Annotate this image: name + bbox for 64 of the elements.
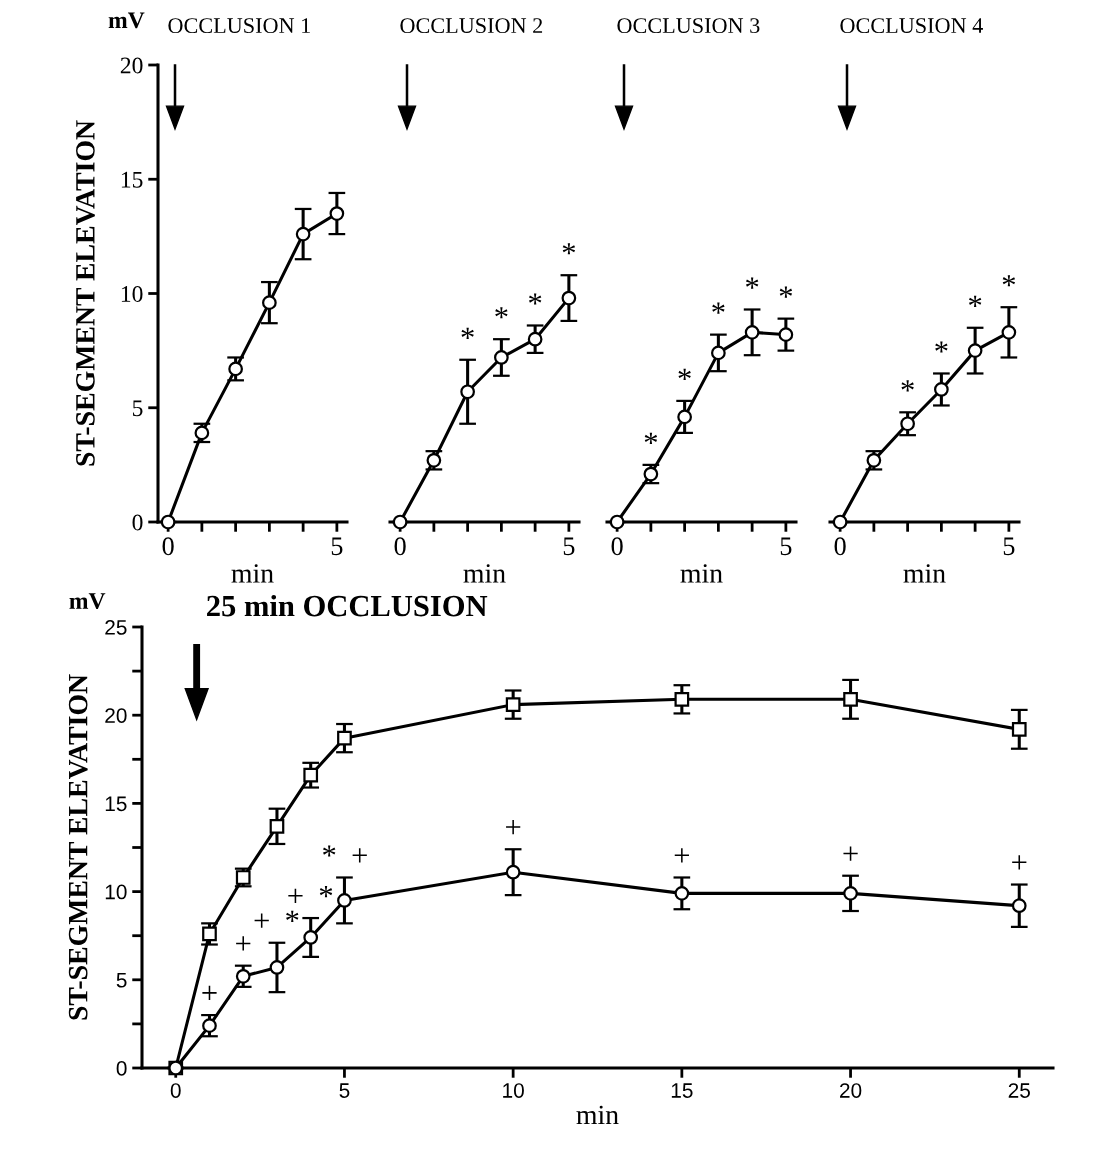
x-axis-title: min <box>463 564 506 583</box>
text: mV <box>108 12 145 29</box>
y-tick-label: 0 <box>116 1061 127 1076</box>
y-tick-label: 5 <box>116 973 127 988</box>
x-tick-label: 20 <box>840 1083 862 1098</box>
x-tick-label: 5 <box>339 1083 350 1098</box>
y-tick-label: 15 <box>105 796 127 812</box>
y-tick-label: 20 <box>120 57 143 74</box>
annotation: * <box>1002 275 1016 287</box>
annotation: + <box>674 848 689 863</box>
x-tick-label: 25 <box>1008 1083 1030 1098</box>
annotation: * <box>461 327 474 339</box>
y-tick-label: 20 <box>105 708 127 723</box>
chart-title: OCCLUSION 1 <box>168 18 310 34</box>
y-tick-label: 10 <box>105 884 127 900</box>
annotation: * <box>968 295 982 307</box>
y-tick-label: 25 <box>105 620 127 635</box>
annotation: * <box>935 341 948 353</box>
annotation: + <box>236 936 251 951</box>
y-tick-label: 5 <box>132 400 143 417</box>
x-axis-title: min <box>231 564 274 583</box>
x-tick-label: 0 <box>170 1083 181 1098</box>
x-tick-label: 10 <box>503 1083 524 1098</box>
chart-title: 25 min OCCLUSION <box>207 594 488 617</box>
x-tick-label: 5 <box>331 537 343 556</box>
x-axis-title: min <box>903 564 946 583</box>
annotation: * <box>495 307 508 319</box>
chart-title: OCCLUSION 3 <box>617 18 760 34</box>
annotation: * <box>286 910 299 922</box>
annotation: * <box>745 277 759 289</box>
x-tick-label: 0 <box>611 537 623 556</box>
x-tick-label: 5 <box>563 537 575 556</box>
y-tick-label: 15 <box>121 171 143 188</box>
annotation: + <box>506 819 521 835</box>
annotation: * <box>562 243 576 255</box>
annotation: * <box>779 286 793 298</box>
annotation: * <box>319 885 333 898</box>
annotation: + <box>202 985 217 1000</box>
annotation: * <box>901 380 914 392</box>
chart-title: OCCLUSION 2 <box>400 18 543 34</box>
annotation: * <box>644 432 658 445</box>
x-tick-label: 15 <box>671 1083 693 1098</box>
annotation: + <box>843 846 858 861</box>
annotation: + <box>254 913 269 928</box>
annotation: + <box>288 888 303 903</box>
x-tick-label: 5 <box>780 537 792 556</box>
y-tick-label: 0 <box>132 514 143 531</box>
x-axis-title: min <box>576 1105 619 1125</box>
x-tick-label: 5 <box>1003 537 1015 556</box>
annotation: * <box>712 302 725 314</box>
y-axis-title: ST-SEGMENT ELEVATION <box>76 120 95 466</box>
y-axis-title: ST-SEGMENT ELEVATION <box>68 674 88 1020</box>
x-tick-label: 0 <box>834 537 846 556</box>
y-tick-label: 10 <box>121 285 143 302</box>
text: mV <box>69 593 106 610</box>
annotation: * <box>678 368 691 381</box>
chart-title: OCCLUSION 4 <box>840 18 983 34</box>
x-axis-title: min <box>680 564 723 583</box>
annotation: + <box>1012 855 1027 870</box>
x-tick-label: 0 <box>394 537 406 556</box>
annotation: + <box>352 848 367 863</box>
annotation: * <box>528 293 542 305</box>
x-tick-label: 0 <box>162 537 174 556</box>
annotation: * <box>323 845 336 857</box>
